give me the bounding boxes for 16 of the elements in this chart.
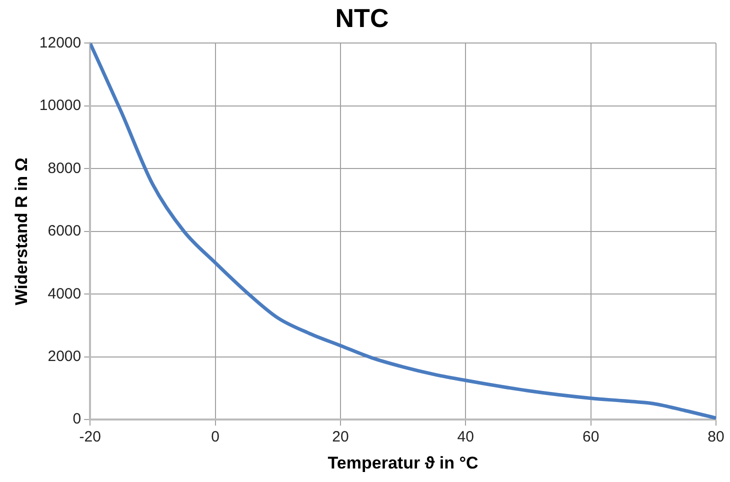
y-tick-label: 2000 [48, 348, 82, 366]
y-tick-label: 6000 [48, 222, 82, 240]
x-tick-label: -20 [79, 428, 101, 446]
x-tick-label: 0 [211, 428, 220, 446]
y-axis-title: Widerstand R in Ω [12, 158, 31, 306]
x-tick-label: 20 [332, 428, 349, 446]
x-tick-label: 40 [457, 428, 474, 446]
x-tick-label: 80 [708, 428, 724, 446]
y-tick-label: 0 [72, 410, 82, 428]
y-tick-label: 8000 [48, 160, 82, 177]
chart-title: NTC [335, 2, 389, 33]
y-tick-label: 10000 [39, 97, 82, 114]
y-tick-label: 12000 [39, 34, 82, 52]
y-tick-label: 4000 [48, 285, 82, 302]
x-tick-label: 60 [582, 428, 600, 446]
x-axis-title: Temperatur ϑ in °C [328, 453, 478, 472]
